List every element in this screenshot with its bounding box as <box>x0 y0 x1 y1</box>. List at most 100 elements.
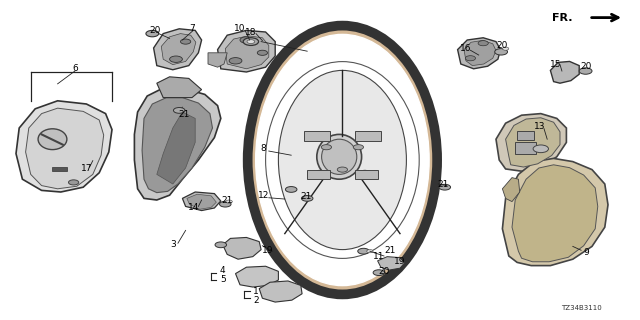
Circle shape <box>243 38 259 45</box>
Circle shape <box>495 49 508 55</box>
Polygon shape <box>187 194 216 209</box>
Polygon shape <box>355 170 378 179</box>
Circle shape <box>285 187 297 192</box>
Circle shape <box>215 242 227 248</box>
Polygon shape <box>157 77 202 98</box>
Polygon shape <box>208 53 227 67</box>
Circle shape <box>240 37 253 43</box>
Circle shape <box>315 170 325 175</box>
Text: 5: 5 <box>220 275 225 284</box>
Text: 16: 16 <box>460 44 471 53</box>
Circle shape <box>247 40 255 44</box>
Polygon shape <box>517 131 534 140</box>
Text: 15: 15 <box>550 60 561 68</box>
Text: FR.: FR. <box>552 12 573 23</box>
Polygon shape <box>458 38 500 69</box>
Circle shape <box>301 196 313 201</box>
Text: 14: 14 <box>188 203 199 212</box>
Circle shape <box>229 58 242 64</box>
Circle shape <box>173 108 185 113</box>
Text: 21: 21 <box>385 246 396 255</box>
Polygon shape <box>515 142 536 154</box>
Polygon shape <box>161 34 196 65</box>
Ellipse shape <box>266 61 419 259</box>
Ellipse shape <box>322 139 357 174</box>
Polygon shape <box>223 237 261 259</box>
Text: 21: 21 <box>438 180 449 188</box>
Circle shape <box>321 145 332 150</box>
Text: 3: 3 <box>170 240 175 249</box>
Polygon shape <box>225 36 269 69</box>
Text: 13: 13 <box>534 122 545 131</box>
Text: 12: 12 <box>258 191 269 200</box>
Polygon shape <box>512 165 598 262</box>
Circle shape <box>358 248 369 254</box>
Polygon shape <box>502 158 608 266</box>
Text: 17: 17 <box>81 164 92 172</box>
Circle shape <box>373 270 385 276</box>
Text: 9: 9 <box>584 248 589 257</box>
Polygon shape <box>218 30 275 72</box>
Circle shape <box>180 39 191 44</box>
Circle shape <box>465 56 476 61</box>
Circle shape <box>68 180 79 185</box>
Polygon shape <box>154 29 202 70</box>
Polygon shape <box>275 190 304 210</box>
Polygon shape <box>182 192 221 211</box>
Ellipse shape <box>256 35 429 285</box>
Ellipse shape <box>38 129 67 150</box>
Text: 19: 19 <box>394 257 406 266</box>
Text: 8: 8 <box>261 144 266 153</box>
Ellipse shape <box>317 134 362 179</box>
Circle shape <box>337 167 348 172</box>
Ellipse shape <box>278 70 406 250</box>
Text: TZ34B3110: TZ34B3110 <box>561 305 602 311</box>
Circle shape <box>360 170 370 175</box>
Polygon shape <box>236 266 278 287</box>
Polygon shape <box>378 257 404 270</box>
Text: 19: 19 <box>262 246 273 255</box>
Circle shape <box>353 145 364 150</box>
Polygon shape <box>157 112 195 184</box>
Circle shape <box>439 184 451 190</box>
Polygon shape <box>496 114 566 171</box>
Ellipse shape <box>248 26 437 294</box>
Polygon shape <box>307 170 330 179</box>
Circle shape <box>257 50 268 55</box>
Polygon shape <box>259 281 302 302</box>
Text: 20: 20 <box>149 26 161 35</box>
Polygon shape <box>16 101 112 192</box>
Text: 20: 20 <box>497 41 508 50</box>
Text: 21: 21 <box>300 192 312 201</box>
Polygon shape <box>502 178 520 202</box>
Text: 11: 11 <box>373 252 385 261</box>
Circle shape <box>226 200 232 203</box>
Text: 7: 7 <box>189 24 195 33</box>
Polygon shape <box>134 88 221 200</box>
Polygon shape <box>550 61 579 83</box>
Text: 21: 21 <box>221 196 233 204</box>
Circle shape <box>579 68 592 74</box>
Text: 20: 20 <box>580 62 591 71</box>
Text: 6: 6 <box>72 64 77 73</box>
Text: 20: 20 <box>378 267 390 276</box>
Text: 18: 18 <box>245 28 257 36</box>
Text: 4: 4 <box>220 266 225 275</box>
Polygon shape <box>506 118 560 167</box>
Polygon shape <box>142 98 212 193</box>
Text: 1: 1 <box>253 287 259 296</box>
Circle shape <box>533 145 548 153</box>
Circle shape <box>478 41 488 46</box>
Text: 10: 10 <box>234 24 246 33</box>
Circle shape <box>170 56 182 62</box>
Polygon shape <box>464 40 496 66</box>
Circle shape <box>220 201 231 207</box>
Circle shape <box>502 47 509 50</box>
Polygon shape <box>52 167 67 171</box>
Polygon shape <box>304 131 330 141</box>
Text: 2: 2 <box>253 296 259 305</box>
Text: 21: 21 <box>179 110 190 119</box>
Polygon shape <box>355 131 381 141</box>
Polygon shape <box>26 108 104 189</box>
Circle shape <box>146 30 159 37</box>
